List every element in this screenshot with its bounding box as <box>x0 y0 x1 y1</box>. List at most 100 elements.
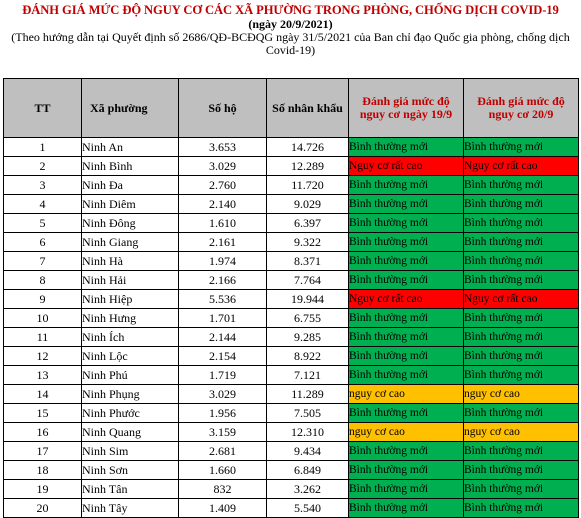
cell-risk-19: Bình thường mới <box>348 365 464 385</box>
column-header-population: Số nhân khẩu <box>266 78 349 138</box>
table-row: 1 Ninh An 3.653 14.726 Bình thường mới Bình t… <box>3 137 579 157</box>
table-row: 18 Ninh Sơn 1.660 6.849 Bình thường mới Bình … <box>3 460 579 480</box>
cell-tt: 3 <box>3 175 82 195</box>
cell-risk-19: Bình thường mới <box>348 460 464 480</box>
table-row: 3 Ninh Đa 2.760 11.720 Bình thường mới Bình t… <box>3 175 579 195</box>
cell-population: 11.289 <box>266 384 349 404</box>
cell-tt: 5 <box>3 213 82 233</box>
cell-risk-20: Bình thường mới <box>463 460 579 480</box>
cell-households: 1.719 <box>178 365 267 385</box>
cell-risk-20: Bình thường mới <box>463 137 579 157</box>
cell-households: 2.681 <box>178 441 267 461</box>
cell-risk-20: Bình thường mới <box>463 403 579 423</box>
cell-population: 12.289 <box>266 156 349 176</box>
table-row: 9 Ninh Hiệp 5.536 19.944 Nguy cơ rất cao Nguy… <box>3 289 579 309</box>
cell-ward-name: Ninh Bình <box>81 156 179 176</box>
cell-risk-19: Bình thường mới <box>348 251 464 271</box>
cell-risk-20: Bình thường mới <box>463 175 579 195</box>
cell-population: 12.310 <box>266 422 349 442</box>
table-row: 8 Ninh Hải 2.166 7.764 Bình thường mới Bình t… <box>3 270 579 290</box>
column-header-risk-19: Đánh giá mức độ nguy cơ ngày 19/9 <box>348 78 464 138</box>
document-header: ĐÁNH GIÁ MỨC ĐỘ NGUY CƠ CÁC XÃ PHƯỜNG TR… <box>0 0 581 57</box>
cell-ward-name: Ninh Phước <box>81 403 179 423</box>
document-title: ĐÁNH GIÁ MỨC ĐỘ NGUY CƠ CÁC XÃ PHƯỜNG TR… <box>22 3 559 17</box>
risk-table: TT Xã phường Số hộ Số nhân khẩu Đánh giá… <box>3 78 579 518</box>
cell-tt: 19 <box>3 479 82 499</box>
cell-risk-19: Bình thường mới <box>348 194 464 214</box>
cell-ward-name: Ninh Hà <box>81 251 179 271</box>
cell-households: 2.166 <box>178 270 267 290</box>
table-row: 13 Ninh Phú 1.719 7.121 Bình thường mới Bình … <box>3 365 579 385</box>
cell-risk-20: Bình thường mới <box>463 251 579 271</box>
column-header-households: Số hộ <box>178 78 267 138</box>
column-header-risk-20: Đánh giá mức độ nguy cơ 20/9 <box>463 78 579 138</box>
cell-population: 7.505 <box>266 403 349 423</box>
cell-tt: 11 <box>3 327 82 347</box>
table-row: 11 Ninh Ích 2.144 9.285 Bình thường mới Bình … <box>3 327 579 347</box>
cell-tt: 7 <box>3 251 82 271</box>
cell-risk-20: Nguy cơ rất cao <box>463 289 579 309</box>
cell-households: 832 <box>178 479 267 499</box>
table-row: 10 Ninh Hưng 1.701 6.755 Bình thường mới Bình… <box>3 308 579 328</box>
cell-ward-name: Ninh Đa <box>81 175 179 195</box>
cell-risk-19: Bình thường mới <box>348 137 464 157</box>
cell-risk-19: Bình thường mới <box>348 346 464 366</box>
cell-tt: 10 <box>3 308 82 328</box>
table-row: 7 Ninh Hà 1.974 8.371 Bình thường mới Bình th… <box>3 251 579 271</box>
cell-ward-name: Ninh Tân <box>81 479 179 499</box>
cell-risk-20: Bình thường mới <box>463 346 579 366</box>
table-row: 17 Ninh Sim 2.681 9.434 Bình thường mới Bình … <box>3 441 579 461</box>
cell-population: 19.944 <box>266 289 349 309</box>
cell-risk-20: Bình thường mới <box>463 213 579 233</box>
cell-risk-20: Bình thường mới <box>463 308 579 328</box>
cell-households: 3.159 <box>178 422 267 442</box>
cell-risk-19: Nguy cơ rất cao <box>348 156 464 176</box>
cell-risk-19: Bình thường mới <box>348 441 464 461</box>
column-header-tt: TT <box>3 78 82 138</box>
table-row: 20 Ninh Tây 1.409 5.540 Bình thường mới Bình … <box>3 498 579 518</box>
cell-population: 8.922 <box>266 346 349 366</box>
cell-tt: 12 <box>3 346 82 366</box>
cell-risk-20: nguy cơ cao <box>463 422 579 442</box>
column-header-ward: Xã phường <box>81 78 179 138</box>
cell-tt: 15 <box>3 403 82 423</box>
table-row: 4 Ninh Diêm 2.140 9.029 Bình thường mới Bình … <box>3 194 579 214</box>
document-date: (ngày 20/9/2021) <box>248 17 333 31</box>
cell-risk-20: Bình thường mới <box>463 270 579 290</box>
cell-risk-20: Bình thường mới <box>463 194 579 214</box>
cell-households: 1.660 <box>178 460 267 480</box>
cell-risk-19: nguy cơ cao <box>348 384 464 404</box>
cell-households: 1.610 <box>178 213 267 233</box>
cell-risk-19: nguy cơ cao <box>348 422 464 442</box>
table-row: 19 Ninh Tân 832 3.262 Bình thường mới Bình th… <box>3 479 579 499</box>
cell-households: 3.029 <box>178 156 267 176</box>
cell-risk-19: Bình thường mới <box>348 308 464 328</box>
cell-risk-19: Bình thường mới <box>348 175 464 195</box>
cell-risk-20: Bình thường mới <box>463 327 579 347</box>
cell-tt: 2 <box>3 156 82 176</box>
cell-households: 2.161 <box>178 232 267 252</box>
cell-households: 1.409 <box>178 498 267 518</box>
cell-tt: 20 <box>3 498 82 518</box>
cell-population: 3.262 <box>266 479 349 499</box>
cell-ward-name: Ninh Hiệp <box>81 289 179 309</box>
cell-risk-19: Nguy cơ rất cao <box>348 289 464 309</box>
cell-ward-name: Ninh An <box>81 137 179 157</box>
cell-population: 5.540 <box>266 498 349 518</box>
cell-tt: 4 <box>3 194 82 214</box>
cell-risk-19: Bình thường mới <box>348 498 464 518</box>
cell-ward-name: Ninh Tây <box>81 498 179 518</box>
cell-population: 7.121 <box>266 365 349 385</box>
cell-ward-name: Ninh Hải <box>81 270 179 290</box>
cell-households: 1.701 <box>178 308 267 328</box>
table-row: 6 Ninh Giang 2.161 9.322 Bình thường mới Bình… <box>3 232 579 252</box>
cell-population: 6.397 <box>266 213 349 233</box>
cell-tt: 8 <box>3 270 82 290</box>
table-body: 1 Ninh An 3.653 14.726 Bình thường mới Bình t… <box>3 137 579 518</box>
cell-population: 8.371 <box>266 251 349 271</box>
cell-tt: 1 <box>3 137 82 157</box>
cell-tt: 9 <box>3 289 82 309</box>
cell-population: 9.285 <box>266 327 349 347</box>
cell-risk-19: Bình thường mới <box>348 403 464 423</box>
cell-population: 14.726 <box>266 137 349 157</box>
